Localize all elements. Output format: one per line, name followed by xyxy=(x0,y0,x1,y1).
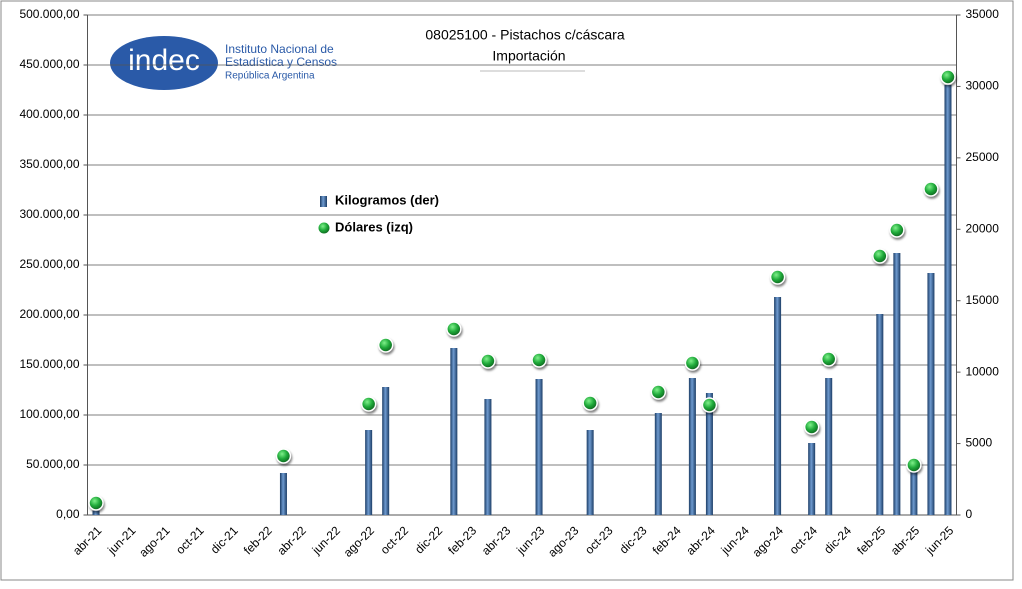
logo-badge xyxy=(110,36,218,90)
bar xyxy=(535,379,543,515)
legend-swatch xyxy=(317,221,331,235)
y2-tick-label: 30000 xyxy=(966,79,1000,93)
chart-subtitle: Importación xyxy=(492,48,565,64)
bar xyxy=(92,510,100,515)
bar xyxy=(705,393,713,515)
bar xyxy=(365,430,373,515)
dot xyxy=(684,355,701,371)
y-tick-label: 200.000,00 xyxy=(19,307,79,321)
logo-mark: indec xyxy=(128,44,200,77)
dot xyxy=(582,395,598,411)
dot xyxy=(701,397,718,413)
dot xyxy=(769,269,786,285)
y2-tick-label: 35000 xyxy=(966,7,1000,21)
chart-title: 08025100 - Pistachos c/cáscara xyxy=(425,27,624,43)
y2-tick-label: 5000 xyxy=(966,436,993,450)
dot xyxy=(531,352,547,368)
bar xyxy=(688,378,696,515)
bar xyxy=(876,314,884,515)
bar xyxy=(382,387,390,515)
y-tick-label: 450.000,00 xyxy=(19,57,79,71)
y2-tick-label: 15000 xyxy=(966,293,1000,307)
dot xyxy=(88,495,104,511)
bar xyxy=(279,473,287,515)
bar xyxy=(774,297,782,515)
bar xyxy=(910,470,918,515)
y-tick-label: 300.000,00 xyxy=(19,207,79,221)
y2-tick-label: 25000 xyxy=(966,150,1000,164)
dot xyxy=(377,337,394,353)
y2-tick-label: 0 xyxy=(966,507,973,521)
dot xyxy=(360,396,377,412)
y-tick-label: 0,00 xyxy=(56,507,80,521)
dot xyxy=(446,321,462,337)
dot xyxy=(889,222,905,238)
y-tick-label: 100.000,00 xyxy=(19,407,79,421)
dot xyxy=(906,457,922,473)
dot xyxy=(820,351,837,367)
bar xyxy=(825,378,833,515)
legend-label: Kilogramos (der) xyxy=(335,192,439,207)
legend-swatch xyxy=(320,196,327,207)
y-tick-label: 50.000,00 xyxy=(26,457,80,471)
bar xyxy=(586,430,594,515)
bar xyxy=(450,348,458,515)
y-tick-label: 400.000,00 xyxy=(19,107,79,121)
dot xyxy=(923,181,939,197)
dot xyxy=(803,419,820,435)
dot xyxy=(872,248,888,264)
dot xyxy=(275,448,292,464)
dot xyxy=(650,384,667,400)
y2-tick-label: 20000 xyxy=(966,221,1000,235)
bar xyxy=(893,253,901,515)
logo-text: Instituto Nacional de xyxy=(225,42,334,56)
bar xyxy=(808,443,816,515)
y-tick-label: 350.000,00 xyxy=(19,157,79,171)
y-tick-label: 150.000,00 xyxy=(19,357,79,371)
legend-label: Dólares (izq) xyxy=(335,219,413,234)
dot xyxy=(480,353,496,369)
y-tick-label: 250.000,00 xyxy=(19,257,79,271)
logo-text: Estadística y Censos xyxy=(225,55,337,69)
bar xyxy=(484,399,492,515)
y-tick-label: 500.000,00 xyxy=(19,7,79,21)
frame xyxy=(0,0,1014,581)
bar xyxy=(654,413,662,515)
y2-tick-label: 10000 xyxy=(966,364,1000,378)
bar xyxy=(927,273,935,515)
logo-text: República Argentina xyxy=(225,71,315,82)
logo: indec Instituto Nacional de Estadística … xyxy=(110,36,337,90)
dot xyxy=(940,69,956,85)
bar xyxy=(944,85,952,515)
